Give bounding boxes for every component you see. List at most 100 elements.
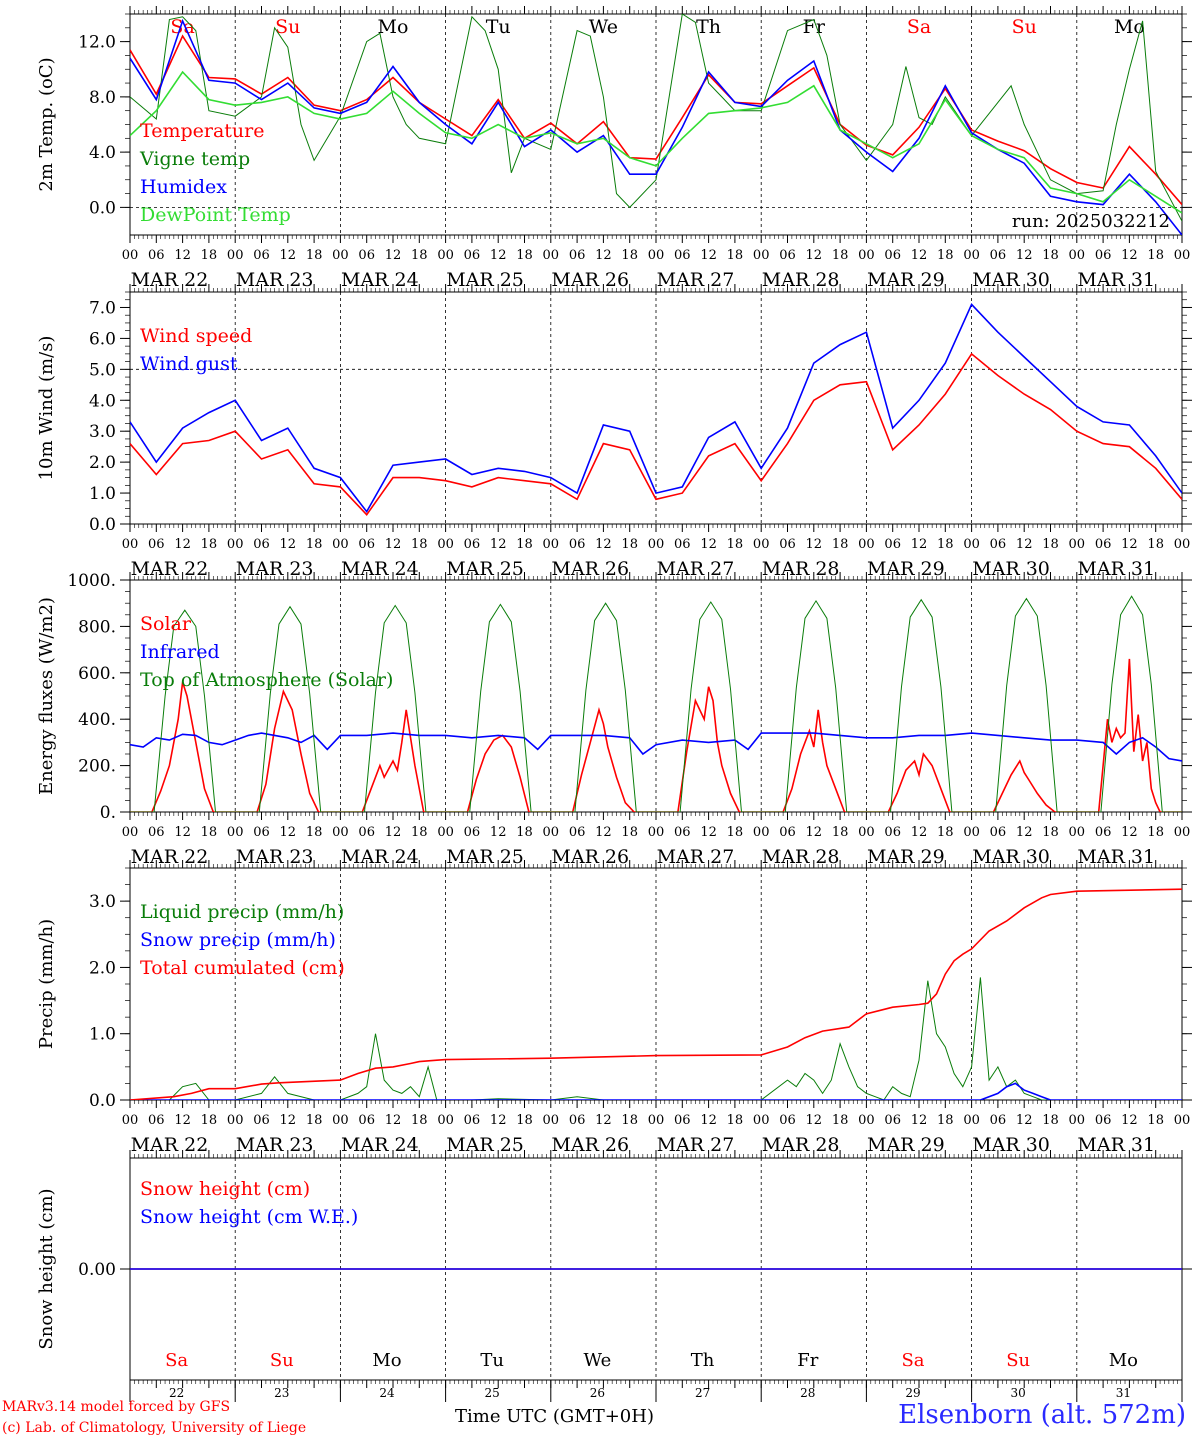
date-label: MAR 28 <box>762 269 840 291</box>
hour-tick-label: 12 <box>490 537 507 552</box>
hour-tick-label: 06 <box>779 825 796 840</box>
hour-tick-label: 12 <box>700 825 717 840</box>
hour-tick-label: 12 <box>385 248 402 263</box>
date-label: MAR 29 <box>867 558 945 580</box>
date-label: MAR 27 <box>657 558 735 580</box>
y-tick-label: 12.0 <box>78 33 116 53</box>
hour-tick-label: 06 <box>358 248 375 263</box>
hour-tick-label: 18 <box>937 1113 954 1128</box>
hour-tick-label: 06 <box>884 248 901 263</box>
hour-tick-label: 18 <box>1042 825 1059 840</box>
hour-tick-label: 18 <box>727 537 744 552</box>
y-tick-label: 0. <box>100 803 116 823</box>
hour-tick-label: 18 <box>1042 537 1059 552</box>
hour-tick-label: 12 <box>806 1113 823 1128</box>
hour-tick-label: 18 <box>516 537 533 552</box>
hour-tick-label: 00 <box>437 1113 454 1128</box>
y-tick-label: 0.0 <box>89 198 116 218</box>
hour-tick-label: 06 <box>884 825 901 840</box>
date-label: MAR 23 <box>236 558 314 580</box>
hour-tick-label: 00 <box>332 537 349 552</box>
legend-entry: Solar <box>140 613 192 635</box>
hour-tick-label: 00 <box>858 537 875 552</box>
date-label: MAR 31 <box>1077 1134 1155 1156</box>
day-name: Tu <box>486 16 511 38</box>
hour-tick-label: 18 <box>832 825 849 840</box>
hour-tick-label: 18 <box>727 248 744 263</box>
hour-tick-label: 12 <box>700 248 717 263</box>
y-tick-label: 8.0 <box>89 88 116 108</box>
hour-tick-label: 18 <box>832 537 849 552</box>
day-name-bottom: Sa <box>901 1350 924 1371</box>
hour-tick-label: 00 <box>1069 1113 1086 1128</box>
date-label: MAR 24 <box>341 269 419 291</box>
y-tick-label: 3.0 <box>89 422 116 442</box>
series-line-snow-precip-mm-h- <box>130 1082 1182 1100</box>
hour-tick-label: 12 <box>174 248 191 263</box>
date-label: MAR 27 <box>657 269 735 291</box>
date-label: MAR 28 <box>762 558 840 580</box>
hour-tick-label: 00 <box>437 537 454 552</box>
hour-tick-label: 18 <box>411 825 428 840</box>
hour-tick-label: 06 <box>464 537 481 552</box>
hour-tick-label: 00 <box>227 825 244 840</box>
series-line-infrared <box>130 732 1182 762</box>
hour-tick-label: 12 <box>280 825 297 840</box>
hour-tick-label: 00 <box>227 1113 244 1128</box>
day-name-bottom: Mo <box>1109 1350 1138 1371</box>
y-tick-label: 0.0 <box>89 515 116 535</box>
day-name: Mo <box>1114 16 1145 38</box>
time-axis-label: Time UTC (GMT+0H) <box>455 1406 654 1427</box>
series-line-vigne-temp <box>130 14 1182 222</box>
y-tick-label: 400. <box>78 710 116 730</box>
hour-tick-label: 18 <box>1147 825 1164 840</box>
y-tick-label: 1.0 <box>89 484 116 504</box>
series-line-dewpoint-temp <box>130 70 1182 214</box>
hour-tick-label: 12 <box>806 537 823 552</box>
y-tick-label: 4.0 <box>89 391 116 411</box>
hour-tick-label: 18 <box>1147 248 1164 263</box>
hour-tick-label: 12 <box>700 537 717 552</box>
hour-tick-label: 18 <box>1147 1113 1164 1128</box>
date-label: MAR 28 <box>762 1134 840 1156</box>
day-number: 27 <box>695 1386 710 1400</box>
hour-tick-label: 06 <box>358 537 375 552</box>
hour-tick-label: 18 <box>621 537 638 552</box>
model-credit: MARv3.14 model forced by GFS <box>2 1399 231 1415</box>
series-line-humidex <box>130 18 1182 235</box>
hour-tick-label: 00 <box>332 825 349 840</box>
hour-tick-label: 06 <box>464 825 481 840</box>
hour-tick-label: 06 <box>1095 825 1112 840</box>
hour-tick-label: 12 <box>1016 248 1033 263</box>
hour-tick-label: 06 <box>464 1113 481 1128</box>
day-name: Sa <box>907 16 931 38</box>
hour-tick-label: 00 <box>1069 825 1086 840</box>
hour-tick-label: 18 <box>832 1113 849 1128</box>
date-label: MAR 25 <box>446 269 524 291</box>
series-line-solar <box>130 658 1182 812</box>
hour-tick-label: 00 <box>648 1113 665 1128</box>
date-label: MAR 28 <box>762 846 840 868</box>
y-axis-label: Energy fluxes (W/m2) <box>36 597 57 795</box>
y-tick-label: 200. <box>78 757 116 777</box>
date-label: MAR 30 <box>972 558 1050 580</box>
hour-tick-label: 06 <box>358 825 375 840</box>
hour-tick-label: 00 <box>1069 248 1086 263</box>
hour-tick-label: 18 <box>832 248 849 263</box>
hour-tick-label: 00 <box>858 825 875 840</box>
legend-entry: Infrared <box>140 641 220 663</box>
hour-tick-label: 12 <box>1121 1113 1138 1128</box>
hour-tick-label: 12 <box>174 1113 191 1128</box>
hour-tick-label: 18 <box>727 1113 744 1128</box>
hour-tick-label: 12 <box>385 537 402 552</box>
day-number: 28 <box>800 1386 815 1400</box>
day-name: Su <box>1012 16 1037 38</box>
y-axis-label: 10m Wind (m/s) <box>36 336 57 481</box>
series-line-wind-gust <box>130 302 1182 514</box>
legend-entry: Wind speed <box>140 325 252 347</box>
hour-tick-label: 06 <box>569 248 586 263</box>
hour-tick-label: 18 <box>1042 248 1059 263</box>
hour-tick-label: 00 <box>963 825 980 840</box>
date-label: MAR 25 <box>446 1134 524 1156</box>
